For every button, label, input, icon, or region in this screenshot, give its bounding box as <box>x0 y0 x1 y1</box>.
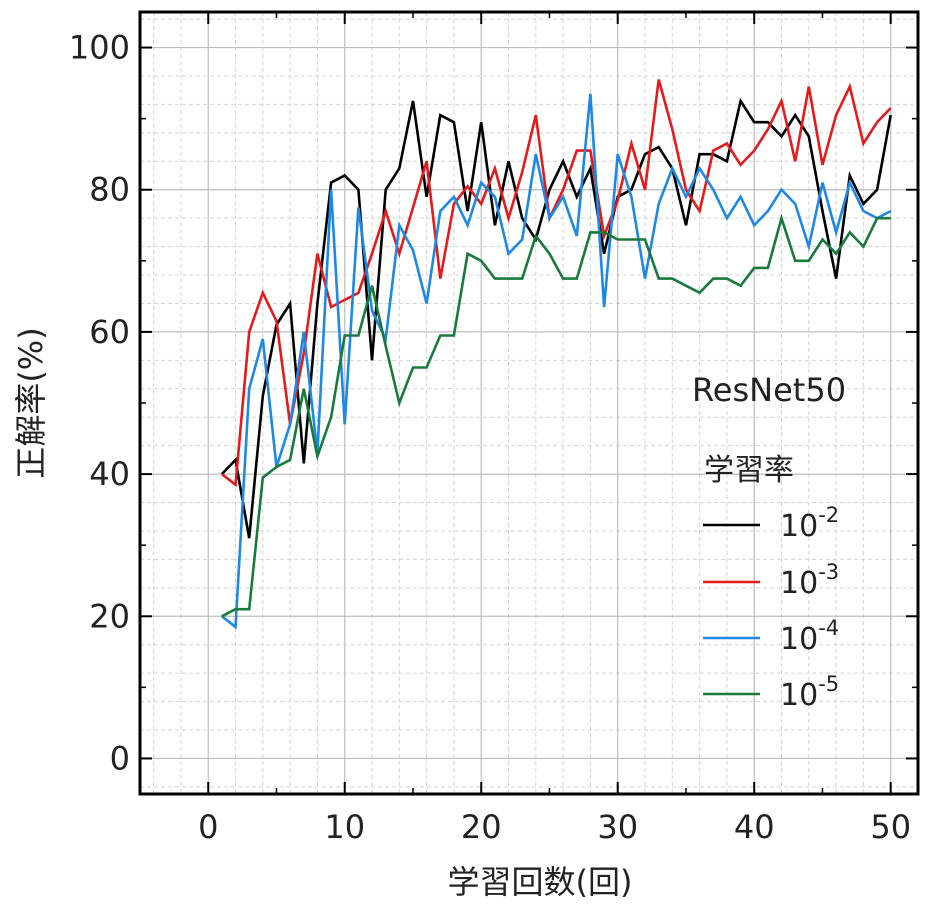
y-axis-title: 正解率(%) <box>12 327 50 478</box>
x-tick-labels: 0 10 20 30 40 50 <box>198 808 911 846</box>
legend-label: 10-5 <box>780 672 839 713</box>
x-tick-label: 40 <box>734 808 775 846</box>
x-tick-label: 0 <box>198 808 218 846</box>
legend-item-10-4: 10-4 <box>703 616 839 657</box>
legend-title: 学習率 <box>704 453 794 488</box>
x-tick-label: 10 <box>324 808 365 846</box>
series-line-10-5 <box>221 213 891 618</box>
legend-label: 10-3 <box>780 560 839 601</box>
axis-ticks <box>140 12 918 794</box>
series-line-10-2 <box>220 97 892 539</box>
x-axis-title: 学習回数(回) <box>448 863 633 901</box>
legend-item-10-2: 10-2 <box>703 503 839 544</box>
x-tick-label: 50 <box>870 808 911 846</box>
major-grid <box>140 12 918 794</box>
y-tick-label: 80 <box>89 171 130 209</box>
y-tick-label: 100 <box>69 29 130 67</box>
legend-label: 10-4 <box>780 616 839 657</box>
model-annotation: ResNet50 <box>692 371 846 409</box>
x-tick-label: 30 <box>597 808 638 846</box>
series-line-10-3 <box>221 79 892 488</box>
y-tick-label: 60 <box>89 313 130 351</box>
legend-item-10-3: 10-3 <box>703 560 839 601</box>
y-tick-label: 0 <box>110 739 130 777</box>
x-tick-label: 20 <box>461 808 502 846</box>
series-lines <box>220 79 892 630</box>
y-tick-labels: 0 20 40 60 80 100 <box>69 29 130 778</box>
legend-item-10-5: 10-5 <box>703 672 839 713</box>
y-tick-label: 40 <box>89 455 130 493</box>
y-tick-label: 20 <box>89 597 130 635</box>
series-line-10-4 <box>221 93 892 630</box>
legend-label: 10-2 <box>780 503 839 544</box>
minor-grid <box>140 12 919 794</box>
legend: 10-2 10-3 10-4 10-5 <box>703 503 839 713</box>
